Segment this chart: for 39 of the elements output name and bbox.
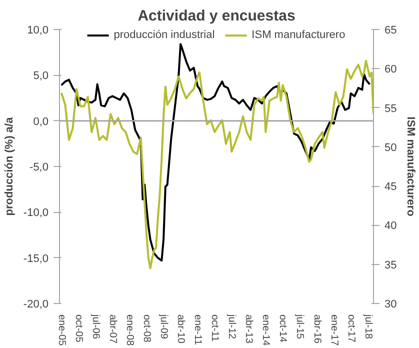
y2-tick-label: 35: [384, 259, 397, 272]
x-tick-label: ene-17: [328, 314, 340, 346]
y-tick-label: 0,0: [33, 116, 49, 128]
x-tick-label: ene-05: [56, 314, 67, 346]
x-tick-label: abr-10: [175, 314, 186, 344]
y2-axis-title: ISM manufacturero: [404, 116, 417, 217]
x-tick-label: oct-08: [141, 314, 152, 343]
x-tick-label: jul-15: [294, 314, 306, 340]
x-tick-label: jul-06: [90, 314, 101, 340]
x-tick-label: jul-18: [362, 314, 374, 340]
y2-tick-label: 60: [384, 64, 397, 76]
x-tick-label: ene-14: [260, 314, 272, 346]
y-tick-label: -10,0: [23, 207, 49, 220]
x-tick-label: abr-16: [311, 314, 322, 344]
y2-tick-label: 50: [384, 142, 397, 154]
y2-tick-label: 40: [384, 220, 397, 232]
x-tick-label: ene-11: [192, 314, 204, 346]
y2-tick-label: 55: [384, 102, 397, 115]
x-tick-label: oct-17: [345, 314, 356, 343]
y2-tick-label: 65: [384, 24, 397, 36]
x-tick-label: abr-13: [243, 314, 254, 344]
x-tick-label: jul-12: [226, 314, 238, 340]
y-tick-label: -15,0: [23, 252, 49, 265]
x-tick-label: oct-14: [277, 314, 288, 343]
legend-label: ISM manufacturero: [252, 29, 346, 41]
legend-label: producción industrial: [114, 29, 215, 41]
y-tick-label: 5,0: [33, 70, 49, 82]
y2-tick-label: 30: [384, 298, 397, 310]
y-tick-label: -20,0: [23, 298, 49, 310]
x-tick-label: oct-11: [209, 314, 220, 342]
y-tick-label: -5,0: [30, 162, 49, 174]
y-axis-title: producción (%) a/a: [3, 116, 16, 216]
chart-title: Actividad y encuestas: [138, 8, 296, 24]
y-tick-label: 10,0: [27, 24, 49, 36]
x-tick-label: oct-05: [72, 314, 84, 343]
y2-tick-label: 45: [384, 181, 397, 194]
x-tick-label: abr-07: [106, 314, 118, 344]
x-tick-label: ene-08: [124, 314, 135, 346]
x-tick-label: jul-09: [158, 314, 170, 340]
